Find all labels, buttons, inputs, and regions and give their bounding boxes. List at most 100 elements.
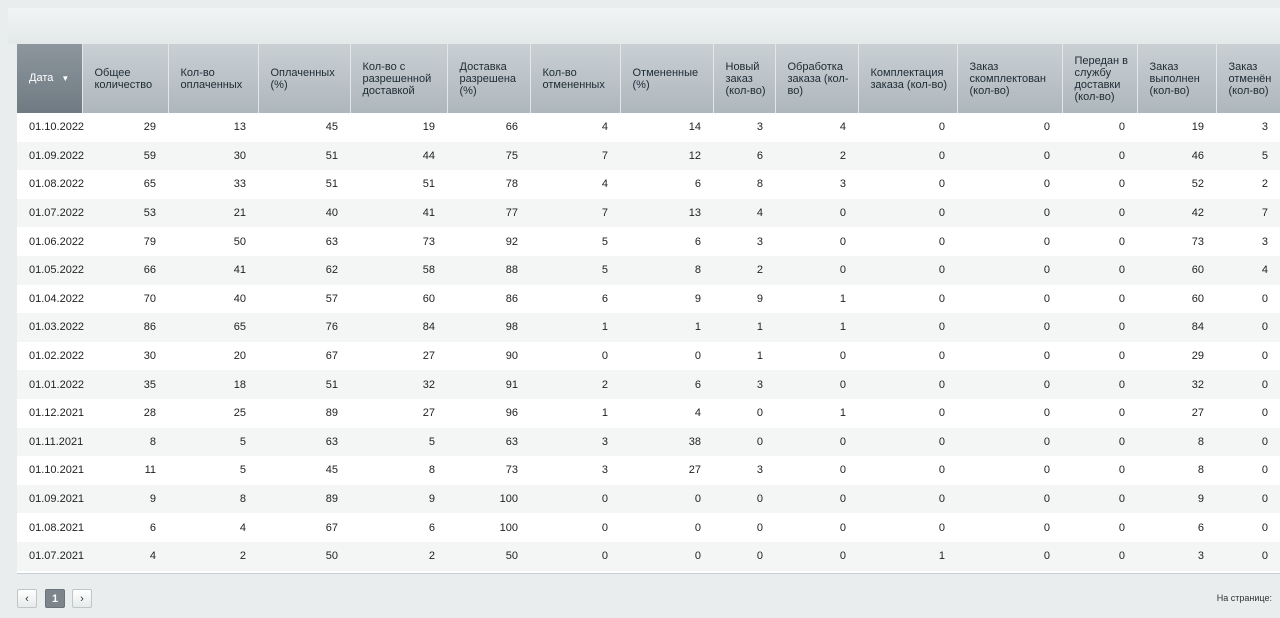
number-cell: 4: [601, 121, 608, 134]
table-row: 01.04.2022 70 40 57 60 86 6 9 9 1 0 0 0 60 0: [17, 285, 1280, 314]
column-header[interactable]: Комплектация заказа (кол-во): [858, 44, 958, 113]
number-cell: 0: [1261, 350, 1268, 363]
table-row: 01.02.2022 30 20 67 27 90 0 0 1 0 0 0 0 29 0: [17, 342, 1280, 371]
column-header[interactable]: Дата ▼: [17, 44, 83, 113]
number-cell: 32: [1137, 370, 1216, 399]
number-cell: 60: [1137, 255, 1216, 285]
date-cell: 01.10.2021: [29, 464, 85, 477]
number-cell: 0: [957, 198, 1062, 228]
header-row: Дата ▼ Общее количество Кол-во оплаченных Оп…: [17, 44, 1280, 113]
number-cell: 0: [1261, 464, 1268, 477]
column-header[interactable]: Обработка заказа (кол-во): [775, 44, 859, 113]
number-cell: 0: [957, 427, 1062, 457]
number-cell: 0: [1062, 141, 1137, 171]
number-cell: 0: [756, 407, 763, 420]
number-cell: 3: [756, 464, 763, 477]
number-cell: 67: [325, 350, 338, 363]
number-cell: 63: [325, 235, 338, 248]
column-header[interactable]: Общее количество: [82, 44, 169, 113]
column-header[interactable]: Заказ выполнен (кол-во): [1137, 44, 1217, 113]
table-row: 01.08.2021 6 4 67 6 100 0 0 0 0 0 0 0 6 0: [17, 513, 1280, 542]
number-cell: 6: [694, 235, 701, 248]
column-header[interactable]: Кол-во отмененных: [530, 44, 621, 113]
table-row: 01.12.2021 28 25 89 27 96 1 4 0 1 0 0 0 27 0: [17, 399, 1280, 428]
date-cell: 01.09.2021: [17, 484, 84, 514]
number-cell: 60: [1191, 292, 1204, 305]
header-text: Передан в службу доставки (кол-во): [1074, 54, 1129, 103]
date-cell: 01.12.2021: [29, 407, 85, 420]
date-cell: 01.07.2021: [17, 541, 84, 571]
number-cell: 0: [1216, 370, 1280, 399]
number-cell: 6: [149, 521, 156, 534]
number-cell: 0: [1216, 427, 1280, 457]
number-cell: 41: [350, 198, 447, 228]
header-text: Комплектация заказа (кол-во): [870, 66, 947, 91]
number-cell: 73: [422, 235, 435, 248]
number-cell: 4: [713, 198, 775, 228]
number-cell: 67: [325, 521, 338, 534]
number-cell: 2: [1261, 178, 1268, 191]
number-cell: 44: [350, 141, 447, 171]
header-text: Заказ скомплектован (кол-во): [969, 60, 1047, 97]
column-header[interactable]: Оплаченных (%): [258, 44, 351, 113]
table-body: 01.10.2022 29 13 45 19 66 4 14 3 4 0 0 0 19 3 01.09.202…: [17, 113, 1280, 571]
number-cell: 2: [350, 541, 447, 571]
number-cell: 59: [82, 141, 168, 171]
number-cell: 57: [325, 292, 338, 305]
number-cell: 51: [422, 178, 435, 191]
number-cell: 8: [1197, 464, 1204, 477]
number-cell: 27: [688, 464, 701, 477]
number-cell: 3: [713, 370, 775, 399]
number-cell: 2: [775, 141, 858, 171]
number-cell: 33: [233, 178, 246, 191]
column-header[interactable]: Кол-во оплаченных: [168, 44, 259, 113]
number-cell: 9: [756, 292, 763, 305]
number-cell: 0: [938, 121, 945, 134]
header-text: Отмененные (%): [632, 66, 699, 91]
table-container: Дата ▼ Общее количество Кол-во оплаченных Оп…: [17, 44, 1280, 574]
number-cell: 84: [350, 313, 447, 342]
number-cell: 0: [839, 464, 846, 477]
number-cell: 25: [233, 407, 246, 420]
number-cell: 0: [938, 407, 945, 420]
column-header[interactable]: Отмененные (%): [620, 44, 714, 113]
number-cell: 6: [428, 521, 435, 534]
number-cell: 0: [858, 141, 957, 171]
number-cell: 0: [1118, 178, 1125, 191]
column-header[interactable]: Доставка разрешена (%): [447, 44, 531, 113]
column-header[interactable]: Заказ отменён (кол-во): [1216, 44, 1280, 113]
number-cell: 5: [168, 427, 258, 457]
number-cell: 78: [505, 178, 518, 191]
header-text: Кол-во отмененных: [542, 66, 605, 91]
number-cell: 27: [422, 407, 435, 420]
number-cell: 32: [350, 370, 447, 399]
prev-page[interactable]: ‹: [17, 589, 37, 608]
number-cell: 9: [82, 484, 168, 514]
number-cell: 88: [447, 255, 530, 285]
number-cell: 0: [713, 484, 775, 514]
date-cell: 01.09.2022: [17, 141, 84, 171]
column-header[interactable]: Заказ скомплектован (кол-во): [957, 44, 1063, 113]
number-cell: 0: [1043, 464, 1050, 477]
number-cell: 0: [1118, 292, 1125, 305]
next-page[interactable]: ›: [72, 589, 92, 608]
number-cell: 1: [620, 313, 713, 342]
column-header[interactable]: Кол-во с разрешенной доставкой: [350, 44, 448, 113]
number-cell: 92: [505, 235, 518, 248]
number-cell: 66: [82, 255, 168, 285]
column-header[interactable]: Новый заказ (кол-во): [713, 44, 776, 113]
table-row: 01.01.2022 35 18 51 32 91 2 6 3 0 0 0 0 32 0: [17, 370, 1280, 399]
number-cell: 6: [601, 292, 608, 305]
column-header[interactable]: Передан в службу доставки (кол-во): [1062, 44, 1138, 113]
number-cell: 0: [775, 370, 858, 399]
number-cell: 0: [694, 521, 701, 534]
number-cell: 0: [1216, 484, 1280, 514]
number-cell: 0: [1261, 292, 1268, 305]
number-cell: 0: [858, 313, 957, 342]
number-cell: 3: [756, 121, 763, 134]
number-cell: 13: [620, 198, 713, 228]
date-cell: 01.08.2022: [29, 178, 85, 191]
table-row: 01.05.2022 66 41 62 58 88 5 8 2 0 0 0 0 60 4: [17, 255, 1280, 285]
date-cell: 01.02.2022: [29, 350, 85, 363]
page-button[interactable]: 1: [45, 589, 65, 608]
